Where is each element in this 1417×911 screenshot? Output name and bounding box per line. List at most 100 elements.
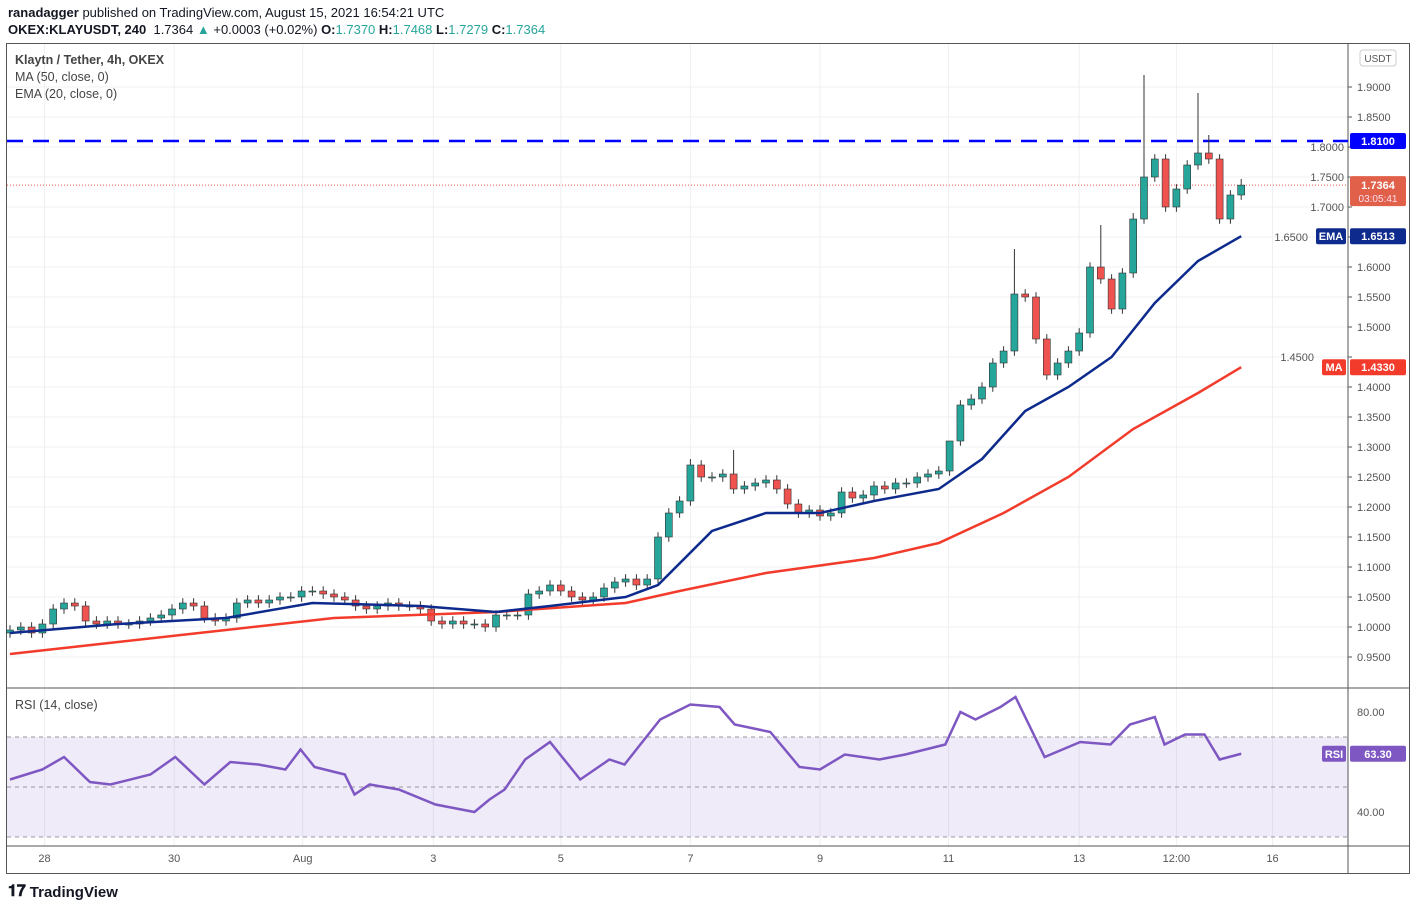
y-tick-label: 1.4500 bbox=[1280, 352, 1314, 364]
y-tick-label: 1.1500 bbox=[1357, 532, 1391, 544]
ma-tag-bg bbox=[1322, 359, 1346, 376]
candle-up bbox=[502, 614, 511, 617]
candle-up bbox=[643, 578, 652, 586]
publisher[interactable]: ranadagger bbox=[8, 5, 79, 20]
rsi-value-label: 63.30 bbox=[1364, 749, 1392, 761]
candle-up bbox=[675, 500, 684, 514]
x-tick-label: 3 bbox=[430, 853, 436, 865]
candle-up bbox=[1075, 332, 1083, 352]
publish-info: ranadagger published on TradingView.com,… bbox=[8, 5, 444, 20]
published-text: published on TradingView.com, August 15,… bbox=[82, 5, 445, 20]
high-label: H: bbox=[378, 22, 393, 37]
x-tick-label: 30 bbox=[168, 853, 180, 865]
candle-up bbox=[718, 473, 727, 478]
candle-up bbox=[859, 494, 868, 499]
y-tick-label: 1.0500 bbox=[1357, 592, 1391, 604]
candle-down bbox=[1215, 158, 1224, 220]
candle-up bbox=[621, 578, 630, 583]
rsi-tick-label: 40.00 bbox=[1357, 807, 1385, 819]
open-label: O: bbox=[321, 22, 336, 37]
y-tick-label: 1.5000 bbox=[1357, 322, 1391, 334]
candle-up bbox=[1172, 188, 1181, 208]
candle-down bbox=[632, 578, 641, 586]
change: +0.0003 (+0.02%) bbox=[213, 22, 318, 37]
candle-down bbox=[330, 593, 338, 598]
rsi-tag: RSI bbox=[1325, 749, 1343, 761]
candle-up bbox=[373, 605, 382, 610]
candle-up bbox=[913, 476, 922, 484]
candle-up bbox=[654, 536, 662, 580]
candle-up bbox=[60, 602, 68, 610]
candle-up bbox=[1086, 266, 1094, 334]
x-tick-label: 12:00 bbox=[1163, 853, 1191, 865]
last-price-label-bg bbox=[1350, 176, 1406, 207]
ema-price-label: 1.6513 bbox=[1361, 231, 1395, 243]
y-tick-label: 1.5500 bbox=[1357, 292, 1391, 304]
symbol: OKEX:KLAYUSDT, 240 bbox=[8, 22, 147, 37]
candle-up bbox=[924, 473, 932, 478]
candle-up bbox=[1140, 176, 1148, 220]
ma-tag: MA bbox=[1325, 362, 1342, 374]
candle-down bbox=[848, 491, 857, 499]
candle-up bbox=[610, 581, 619, 589]
high-value: 1.7468 bbox=[392, 22, 433, 37]
currency-badge bbox=[1359, 49, 1397, 67]
candle-up bbox=[686, 464, 695, 502]
candle-down bbox=[567, 590, 576, 598]
y-tick-label: 1.9000 bbox=[1357, 82, 1391, 94]
chart-frame[interactable] bbox=[6, 43, 1410, 874]
candle-down bbox=[189, 602, 198, 607]
up-triangle-icon: ▲ bbox=[196, 22, 210, 37]
candle-down bbox=[81, 605, 90, 622]
candle-down bbox=[438, 620, 446, 625]
x-tick-label: Aug bbox=[293, 853, 313, 865]
brand-name: TradingView bbox=[29, 883, 118, 901]
candle-down bbox=[254, 599, 263, 604]
candle-up bbox=[492, 614, 500, 628]
candle-up bbox=[1226, 194, 1235, 220]
candle-down bbox=[1043, 338, 1051, 376]
legend-ema[interactable]: EMA (20, close, 0) bbox=[15, 87, 118, 101]
legend-title: Klaytn / Tether, 4h, OKEX bbox=[15, 53, 165, 67]
ema-tag: EMA bbox=[1319, 231, 1344, 243]
tradingview-logo[interactable]: 𝟏𝟕 TradingView bbox=[8, 883, 118, 901]
rsi-tick-label: 80.00 bbox=[1357, 707, 1385, 719]
y-tick-label: 1.1000 bbox=[1357, 562, 1391, 574]
y-tick-label: 1.0000 bbox=[1357, 622, 1391, 634]
candle-up bbox=[1129, 218, 1137, 274]
low-label: L: bbox=[436, 22, 449, 37]
candle-down bbox=[1107, 278, 1116, 310]
candle-down bbox=[1021, 293, 1030, 298]
candle-up bbox=[762, 479, 770, 484]
currency-label: USDT bbox=[1364, 54, 1391, 65]
candle-up bbox=[233, 602, 241, 619]
y-tick-label: 1.8500 bbox=[1357, 112, 1391, 124]
y-tick-label: 1.6500 bbox=[1274, 232, 1308, 244]
y-tick-label: 1.8000 bbox=[1310, 142, 1344, 154]
ema-line bbox=[9, 235, 1242, 635]
x-tick-label: 16 bbox=[1266, 853, 1278, 865]
candle-down bbox=[459, 620, 468, 625]
candle-up bbox=[870, 485, 878, 496]
x-tick-label: 7 bbox=[687, 853, 693, 865]
y-tick-label: 1.2500 bbox=[1357, 472, 1391, 484]
legend-rsi[interactable]: RSI (14, close) bbox=[15, 698, 98, 712]
resistance-price-label: 1.8100 bbox=[1361, 136, 1395, 148]
y-tick-label: 1.7500 bbox=[1310, 172, 1344, 184]
last-price-label: 1.7364 bbox=[1361, 180, 1396, 192]
x-tick-label: 13 bbox=[1073, 853, 1085, 865]
candle-up bbox=[513, 614, 522, 617]
candle-up bbox=[49, 608, 58, 625]
candle-up bbox=[751, 482, 760, 487]
last-price: 1.7364 bbox=[153, 22, 194, 37]
countdown-label: 03:05:41 bbox=[1359, 194, 1398, 205]
candle-up bbox=[956, 404, 965, 442]
candle-up bbox=[902, 482, 911, 485]
low-value: 1.7279 bbox=[448, 22, 489, 37]
candle-up bbox=[708, 476, 716, 479]
candle-down bbox=[880, 485, 889, 490]
rsi-band bbox=[7, 737, 1348, 837]
legend-ma[interactable]: MA (50, close, 0) bbox=[15, 70, 109, 84]
candle-up bbox=[1237, 184, 1245, 196]
